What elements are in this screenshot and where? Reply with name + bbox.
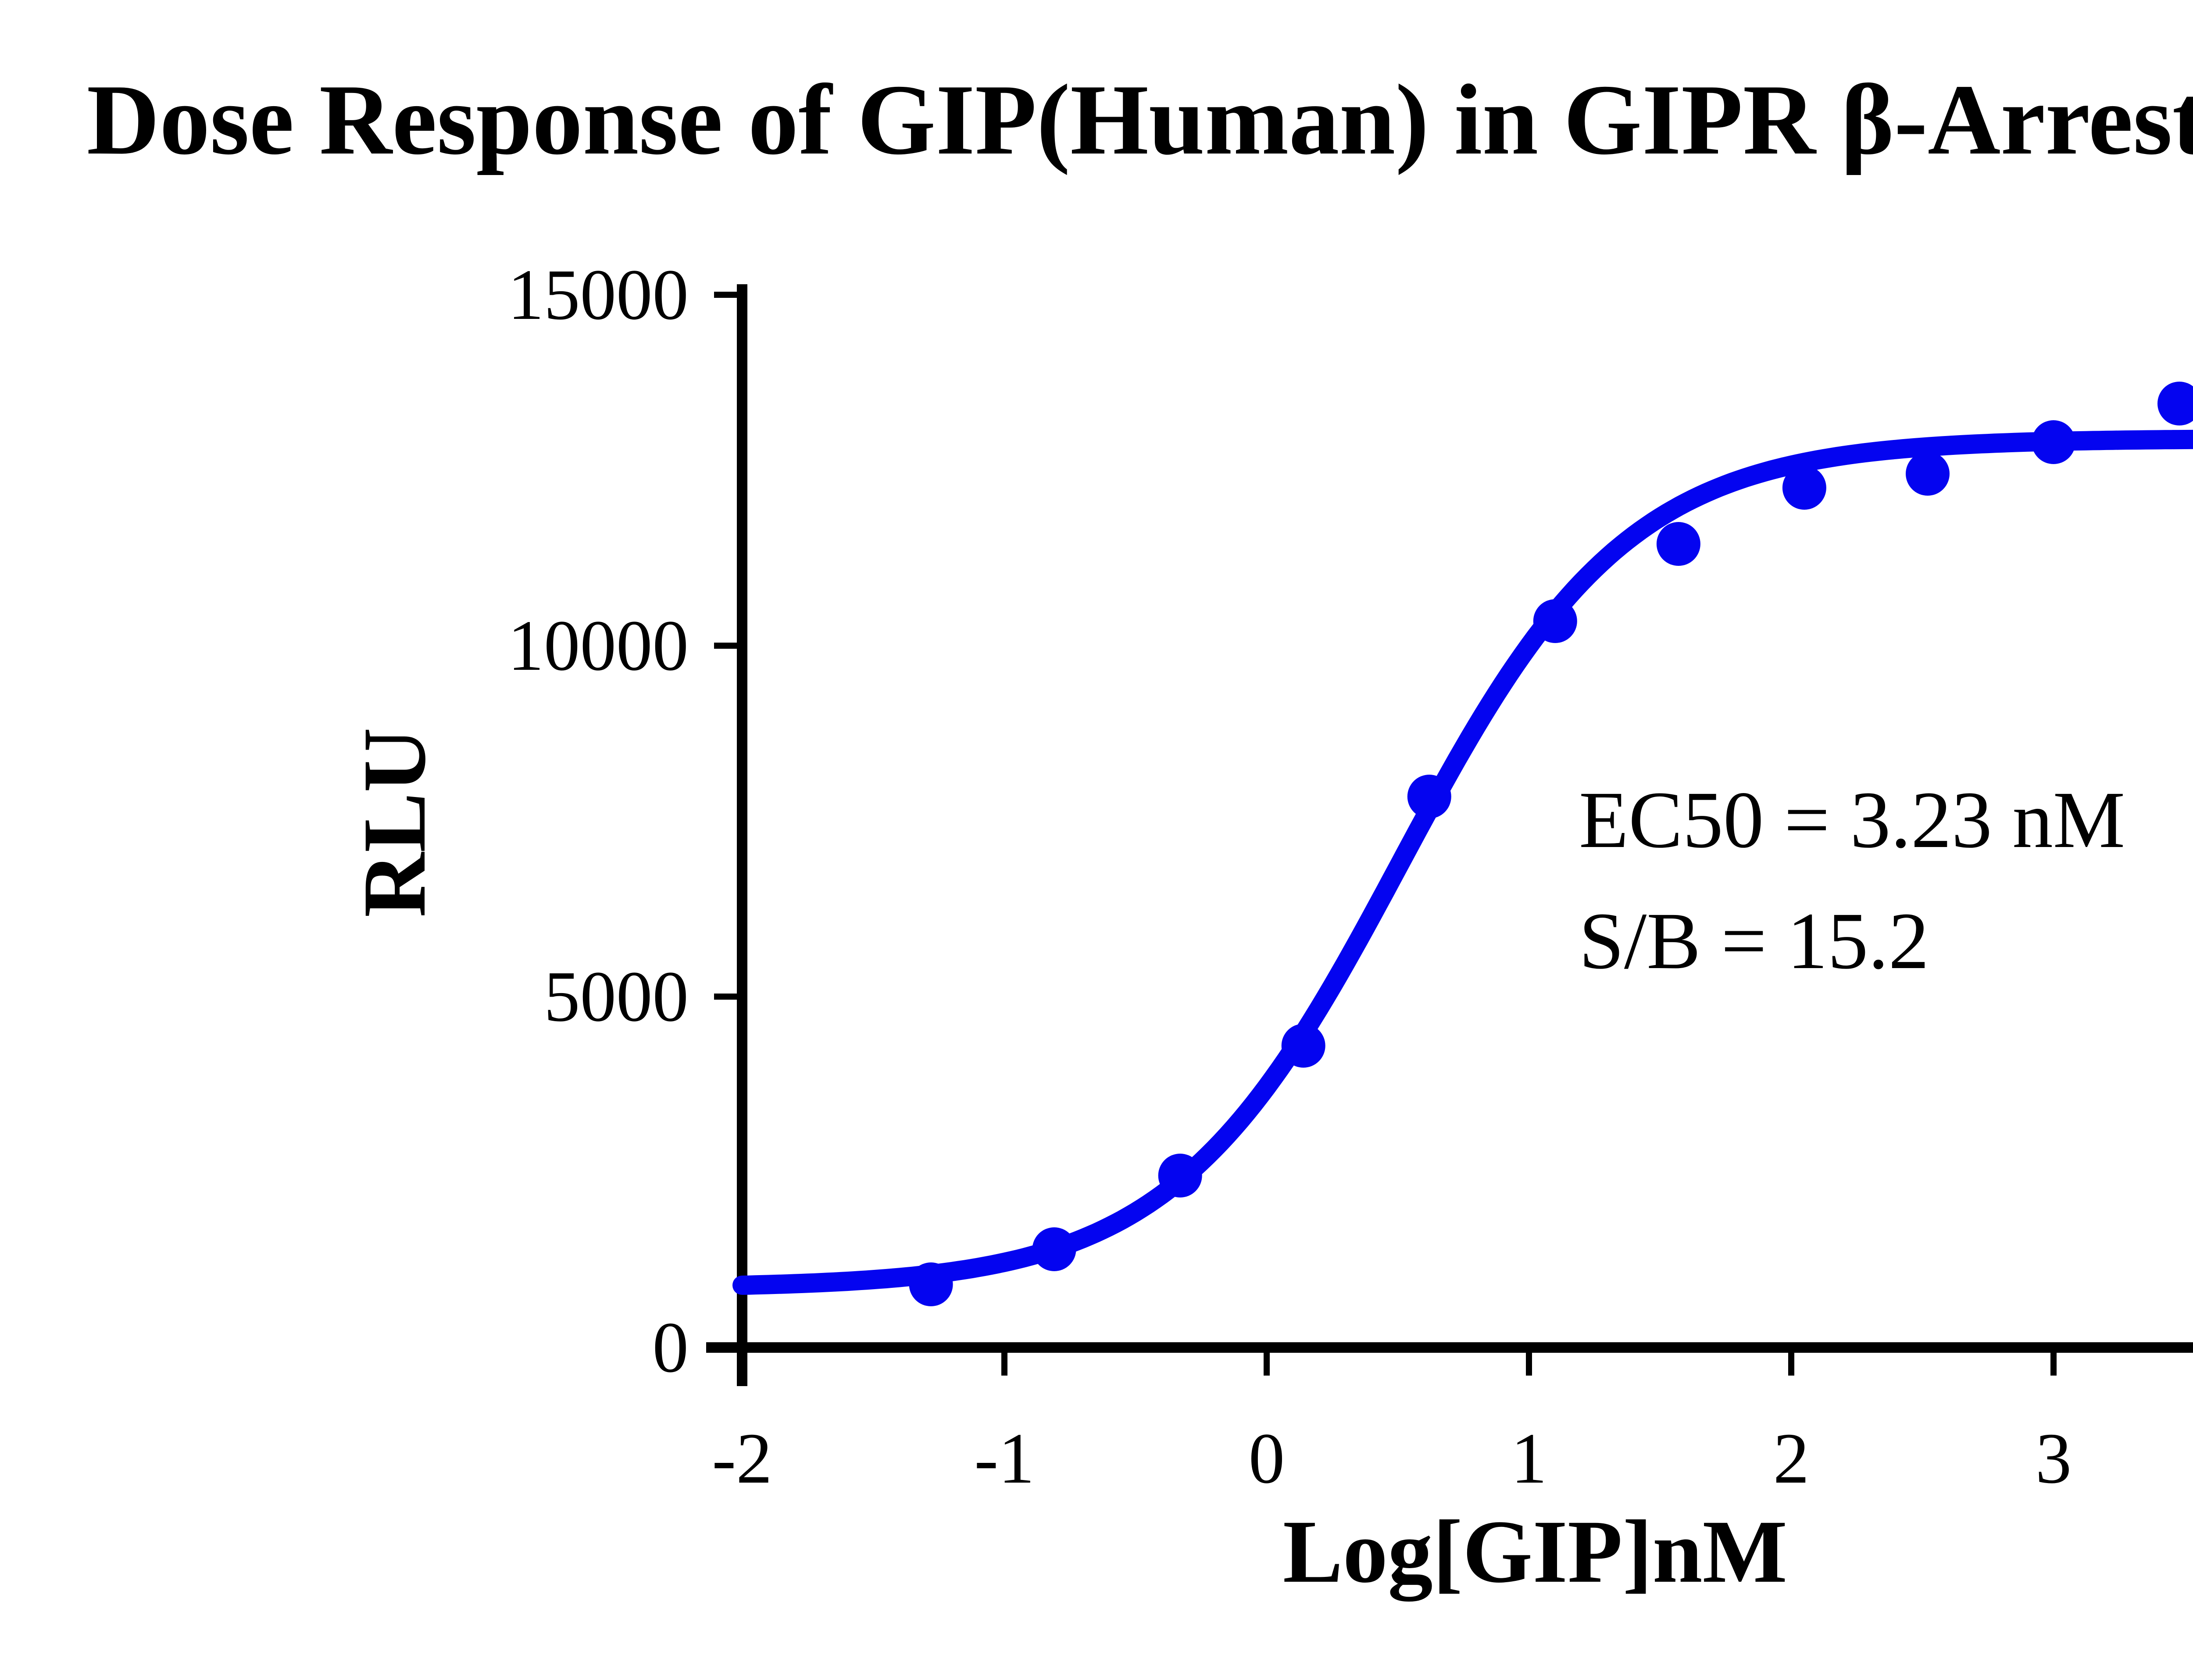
x-tick-label: 3 — [2035, 1418, 2072, 1498]
x-tick-label: -1 — [974, 1418, 1035, 1498]
data-point — [1032, 1227, 1076, 1271]
data-point — [1158, 1154, 1202, 1197]
fit-curve — [732, 429, 2193, 1295]
signal-background-value: S/B = 15.2 — [1579, 896, 1929, 986]
fit-annotation: EC50 = 3.23 nM S/B = 15.2 — [1579, 760, 2125, 1002]
data-point — [2032, 420, 2075, 464]
y-tick-label: 5000 — [544, 956, 689, 1037]
data-point — [1281, 1024, 1325, 1068]
data-point — [1407, 775, 1451, 819]
x-tick-label: 2 — [1773, 1418, 1810, 1498]
data-point — [1533, 599, 1577, 643]
data-point — [1906, 452, 1950, 496]
x-tick-label: 0 — [1248, 1418, 1285, 1498]
y-tick-label: 10000 — [507, 605, 689, 686]
x-axis-label: Log[GIP]nM — [1282, 1502, 1788, 1601]
ec50-value: EC50 = 3.23 nM — [1579, 775, 2125, 865]
x-tick-label: -2 — [712, 1418, 772, 1498]
data-point — [2157, 382, 2193, 425]
chart-title: Dose Response of GIP(Human) in GIPR β-Ar… — [86, 64, 2193, 175]
x-tick-label: 1 — [1511, 1418, 1547, 1498]
data-point — [1656, 522, 1700, 566]
y-tick-label: 15000 — [507, 254, 689, 335]
data-point — [909, 1262, 953, 1306]
data-point — [1782, 466, 1826, 510]
y-tick-label: 0 — [652, 1307, 689, 1387]
